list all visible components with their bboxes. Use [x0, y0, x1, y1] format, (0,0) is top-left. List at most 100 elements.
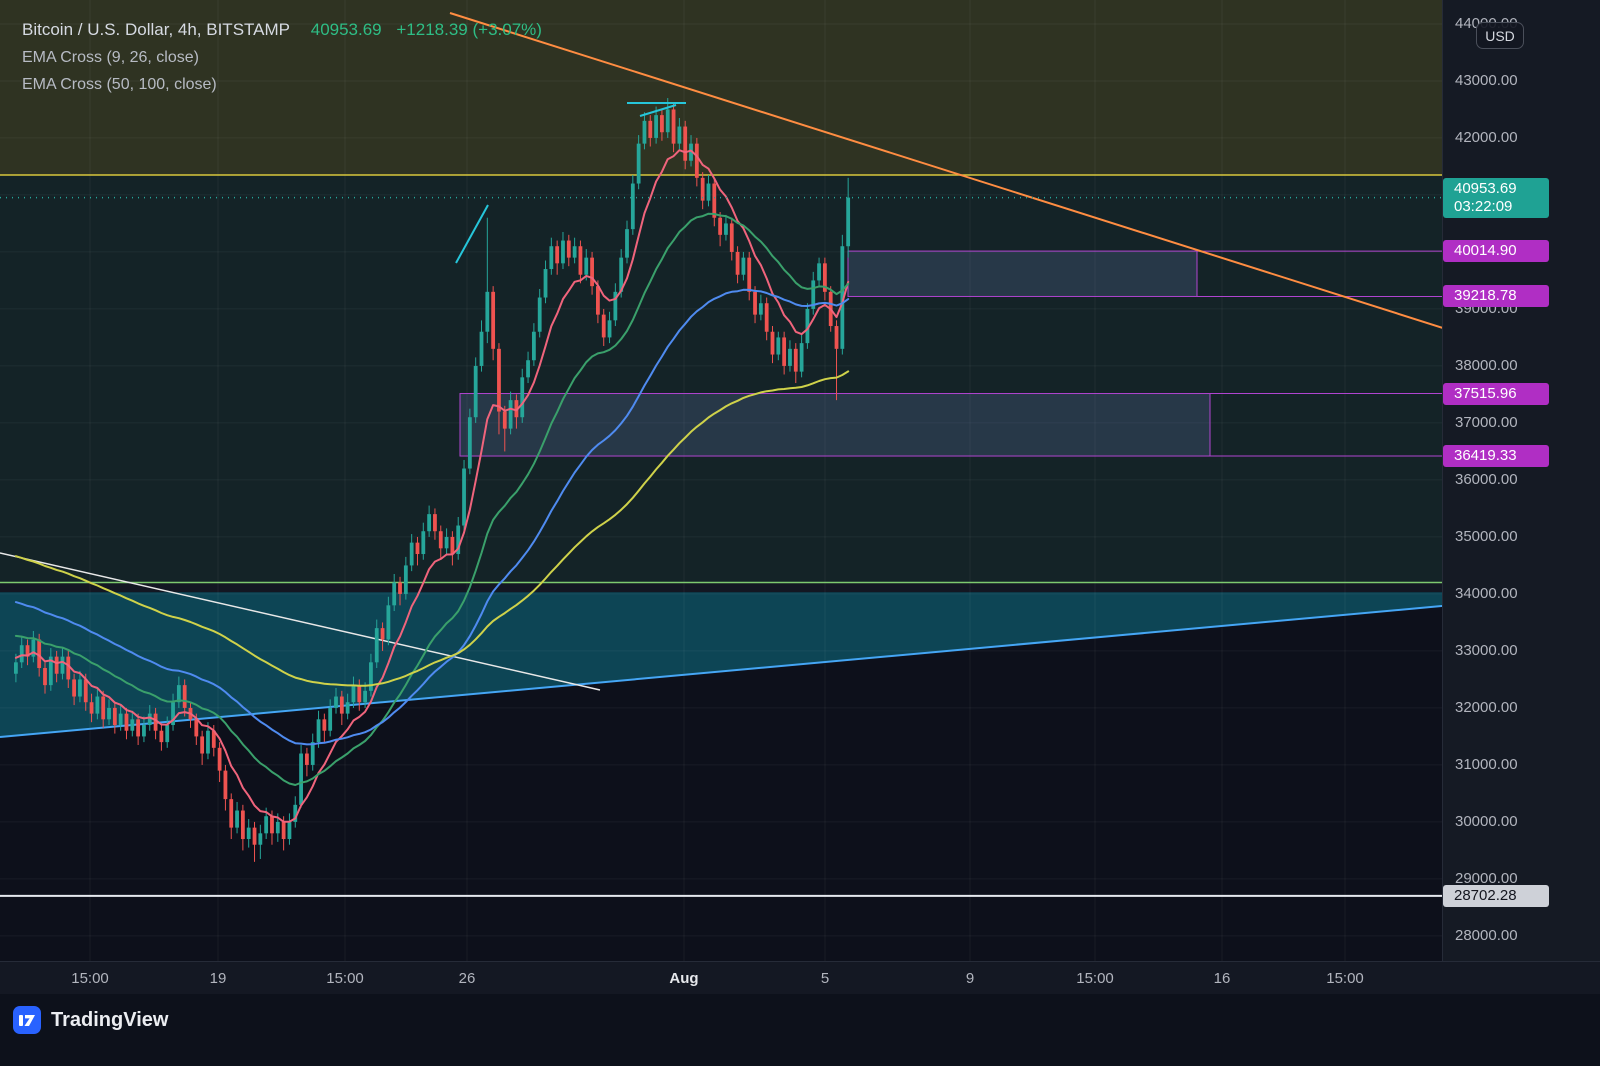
- current-price-tag[interactable]: 40953.69 03:22:09: [1443, 177, 1549, 218]
- candle-body: [369, 662, 373, 691]
- price-axis[interactable]: 44000.0043000.0042000.0041000.0040000.00…: [1442, 0, 1600, 961]
- candle-body: [60, 656, 65, 674]
- candle-body: [112, 707, 117, 726]
- candle-body: [72, 679, 76, 697]
- zone-level-tag[interactable]: 37515.96: [1443, 382, 1549, 405]
- tradingview-logo-text: TradingView: [51, 1008, 169, 1031]
- candle-body: [281, 821, 286, 840]
- candle-body: [182, 685, 187, 708]
- candle-body: [561, 240, 565, 264]
- descending-orange-trendline[interactable]: [449, 12, 1443, 329]
- descending-white-trendline[interactable]: [0, 552, 601, 691]
- supply-zone-box[interactable]: [847, 250, 1198, 297]
- candle-body: [200, 736, 205, 754]
- candle-body: [43, 668, 47, 686]
- ema-100-line[interactable]: [14, 370, 850, 687]
- candle-body: [334, 696, 338, 708]
- time-axis-label: Aug: [669, 970, 699, 987]
- supply-zone-box[interactable]: [459, 393, 1211, 457]
- candle-body: [374, 628, 379, 663]
- candle-body: [654, 115, 658, 138]
- candle-body: [537, 297, 542, 332]
- zone-level-tag[interactable]: 40014.90: [1443, 240, 1549, 263]
- candle-body: [531, 331, 536, 361]
- candle-body: [211, 730, 216, 748]
- candle-body: [235, 810, 239, 828]
- candle-body: [770, 331, 775, 355]
- candle-body: [613, 291, 618, 321]
- candle-body: [421, 531, 426, 555]
- candle-body: [817, 263, 821, 281]
- candle-body: [54, 656, 59, 674]
- candle-body: [788, 348, 792, 366]
- candle-body: [683, 126, 688, 161]
- candle-body: [78, 679, 82, 697]
- candle-body: [636, 143, 641, 184]
- candle-body: [764, 303, 769, 332]
- tradingview-logo[interactable]: TradingView: [0, 994, 168, 1034]
- candle-body: [246, 827, 251, 840]
- candle-body: [520, 377, 525, 418]
- chart-canvas[interactable]: [0, 0, 1443, 961]
- candle-body: [491, 291, 496, 349]
- bottom-bar: TradingView: [0, 994, 1600, 1066]
- candle-body: [450, 536, 455, 555]
- zone-level-tag[interactable]: 39218.78: [1443, 285, 1549, 308]
- candle-body: [433, 514, 437, 532]
- candle-body: [165, 725, 170, 743]
- candle-body: [339, 696, 344, 714]
- candle-body: [473, 365, 478, 418]
- candle-body: [147, 713, 152, 726]
- candle-body: [363, 690, 367, 703]
- candle-body: [642, 120, 647, 144]
- candle-body: [83, 679, 88, 703]
- zone-level-tag[interactable]: 36419.33: [1443, 445, 1549, 468]
- price-axis-label: 31000.00: [1455, 755, 1518, 773]
- candle-body: [153, 713, 158, 731]
- price-axis-label: 36000.00: [1455, 470, 1518, 488]
- candle-body: [444, 536, 449, 549]
- candle-body: [677, 126, 682, 144]
- candle-body: [712, 183, 717, 218]
- time-axis[interactable]: 15:00 19 15:00 26 Aug 5 9 15:00 16 15:00: [0, 961, 1600, 995]
- ascending-blue-trendline[interactable]: [0, 604, 1443, 738]
- candle-body: [159, 730, 164, 743]
- time-axis-label: 5: [820, 970, 830, 987]
- ema-9-line[interactable]: [14, 149, 850, 823]
- time-axis-label: 15:00: [1326, 970, 1364, 987]
- ema-26-line[interactable]: [14, 212, 850, 786]
- candle-body: [543, 269, 548, 298]
- trend-drawing[interactable]: [639, 104, 677, 117]
- candle-body: [171, 702, 175, 726]
- candle-body: [351, 685, 356, 703]
- candle-body: [625, 229, 629, 258]
- candle-body: [293, 804, 298, 822]
- candle-body: [37, 639, 42, 669]
- candle-body: [782, 337, 787, 366]
- candle-body: [409, 542, 414, 566]
- candle-body: [101, 696, 106, 720]
- candle-body: [811, 280, 816, 309]
- time-axis-label: 9: [965, 970, 975, 987]
- candle-body: [229, 799, 234, 828]
- trend-drawing[interactable]: [455, 204, 489, 264]
- candle-body: [549, 246, 554, 270]
- currency-toggle-button[interactable]: USD: [1476, 22, 1524, 49]
- candle-body: [700, 177, 705, 201]
- ema-50-line[interactable]: [14, 288, 850, 746]
- candle-body: [107, 707, 111, 720]
- candle-body: [136, 719, 141, 737]
- candle-body: [590, 257, 594, 287]
- candle-body: [758, 303, 763, 315]
- support-level-tag[interactable]: 28702.28: [1443, 884, 1549, 907]
- candle-body: [264, 816, 269, 834]
- price-axis-label: 33000.00: [1455, 641, 1518, 659]
- candle-body: [485, 291, 490, 332]
- chart-area[interactable]: Bitcoin / U.S. Dollar, 4h, BITSTAMP 4095…: [0, 0, 1443, 961]
- candle-body: [118, 713, 123, 726]
- candle-body: [305, 753, 309, 765]
- price-axis-label: 30000.00: [1455, 812, 1518, 830]
- candle-body: [747, 257, 752, 292]
- candle-body: [398, 582, 402, 594]
